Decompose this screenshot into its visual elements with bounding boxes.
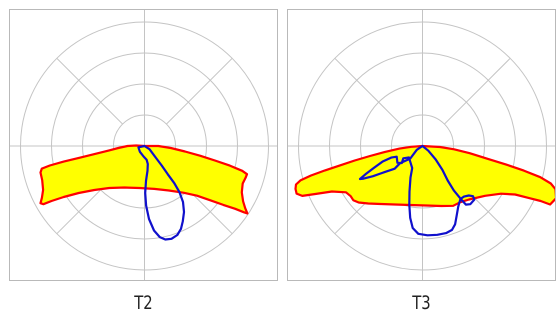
grid-spoke-225: [56, 57, 123, 125]
distribution-curve-filled-t2: [39, 144, 249, 215]
polar-chart-t3: [287, 9, 556, 281]
polar-chart-t2-plot: [10, 10, 277, 280]
distribution-curve-outline-t2: [137, 144, 186, 241]
polar-chart-t2: [9, 9, 278, 281]
grid-spoke-315: [166, 57, 233, 125]
grid-spoke-225: [334, 57, 401, 125]
grid-spoke-315: [444, 57, 511, 125]
chart-caption-t2: T2: [134, 292, 153, 314]
distribution-curve-filled-t3: [294, 144, 555, 208]
distribution-curve-outline-t3: [358, 144, 476, 237]
polar-chart-t3-plot: [288, 10, 555, 280]
chart-caption-t3: T3: [412, 292, 431, 314]
